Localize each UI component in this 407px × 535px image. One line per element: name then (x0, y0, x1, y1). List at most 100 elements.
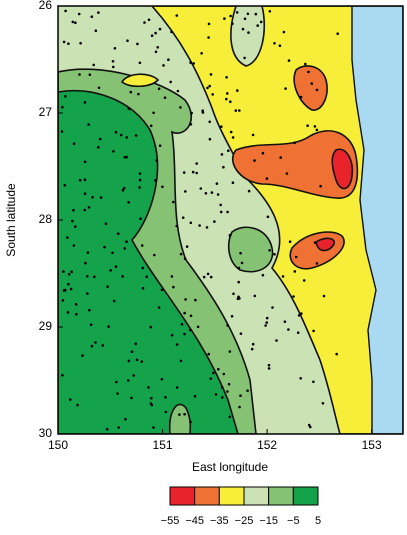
station-dot (183, 311, 186, 315)
station-dot (194, 298, 197, 302)
station-dot (336, 32, 340, 35)
x-tick-label: 150 (48, 438, 68, 452)
station-dot (204, 192, 208, 195)
station-dot (127, 107, 130, 110)
station-dot (273, 42, 276, 45)
station-dot (138, 61, 142, 65)
y-tick-label: 27 (39, 105, 53, 119)
station-dot (226, 92, 229, 95)
station-dot (228, 350, 232, 353)
station-dot (160, 377, 164, 381)
station-dot (293, 141, 296, 145)
station-dot (122, 186, 126, 190)
station-dot (84, 261, 87, 265)
station-dot (116, 392, 119, 395)
station-dot (97, 86, 101, 90)
station-dot (147, 18, 151, 22)
station-dot (88, 73, 92, 76)
station-dot (310, 82, 314, 85)
station-dot (105, 427, 109, 431)
station-dot (86, 251, 90, 254)
station-dot (157, 306, 161, 309)
station-dot (129, 90, 133, 94)
station-dot (170, 333, 174, 337)
station-dot (284, 87, 287, 90)
station-dot (208, 137, 212, 141)
station-dot (211, 93, 214, 96)
station-dot (125, 155, 128, 159)
colorbar-bin (169, 486, 196, 506)
station-dot (90, 15, 94, 18)
station-dot (67, 282, 70, 286)
station-dot (182, 171, 186, 174)
station-dot (313, 125, 317, 128)
station-dot (163, 96, 167, 99)
station-dot (315, 128, 319, 132)
station-dot (189, 61, 192, 64)
station-dot (67, 273, 71, 276)
station-dot (222, 165, 225, 169)
station-dot (261, 273, 265, 277)
station-dot (162, 64, 165, 67)
station-dot (220, 153, 224, 156)
station-dot (93, 275, 96, 279)
station-dot (300, 312, 303, 315)
station-dot (259, 20, 263, 24)
colorbar-label: −5 (287, 515, 300, 527)
station-dot (113, 47, 117, 50)
station-dot (229, 130, 233, 134)
y-axis-label: South latitude (4, 183, 18, 257)
station-dot (150, 396, 153, 400)
station-dot (189, 221, 193, 225)
station-dot (167, 58, 170, 61)
station-dot (175, 386, 179, 389)
station-dot (232, 292, 235, 296)
station-dot (114, 130, 118, 134)
station-dot (229, 14, 232, 18)
station-dot (161, 185, 164, 189)
station-dot (83, 192, 87, 195)
station-dot (230, 314, 234, 318)
station-dot (88, 308, 91, 312)
station-dot (241, 27, 245, 31)
station-dot (246, 12, 250, 16)
station-dot (61, 105, 64, 109)
station-dot (265, 177, 269, 180)
colorbar-label: −15 (259, 515, 278, 527)
station-dot (64, 9, 67, 13)
colorbar-bin (243, 486, 270, 506)
station-dot (253, 159, 256, 162)
station-dot (313, 241, 317, 244)
station-dot (62, 40, 66, 44)
station-dot (220, 125, 223, 128)
station-dot (76, 403, 79, 407)
station-dot (265, 316, 269, 320)
station-dot (237, 295, 240, 299)
colorbar-bin (292, 486, 319, 506)
stations (60, 9, 340, 431)
station-dot (229, 100, 232, 103)
station-dot (243, 17, 247, 21)
station-dot (176, 89, 180, 93)
station-dot (183, 257, 187, 261)
station-dot (309, 425, 312, 429)
station-dot (107, 325, 110, 328)
colorbar-label: 5 (315, 515, 321, 527)
station-dot (299, 95, 303, 99)
station-dot (184, 190, 187, 193)
station-dot (234, 109, 238, 112)
station-dot (247, 31, 250, 34)
station-dot (98, 137, 102, 141)
station-dot (228, 234, 232, 237)
x-tick-label: 153 (362, 438, 382, 452)
station-dot (63, 184, 67, 187)
station-dot (183, 332, 186, 336)
station-dot (117, 426, 120, 429)
station-dot (189, 123, 193, 126)
station-dot (239, 251, 242, 255)
station-dot (74, 225, 77, 228)
station-dot (192, 62, 195, 65)
x-axis-label: East longitude (192, 460, 268, 474)
station-dot (207, 36, 210, 39)
station-dot (152, 111, 155, 115)
